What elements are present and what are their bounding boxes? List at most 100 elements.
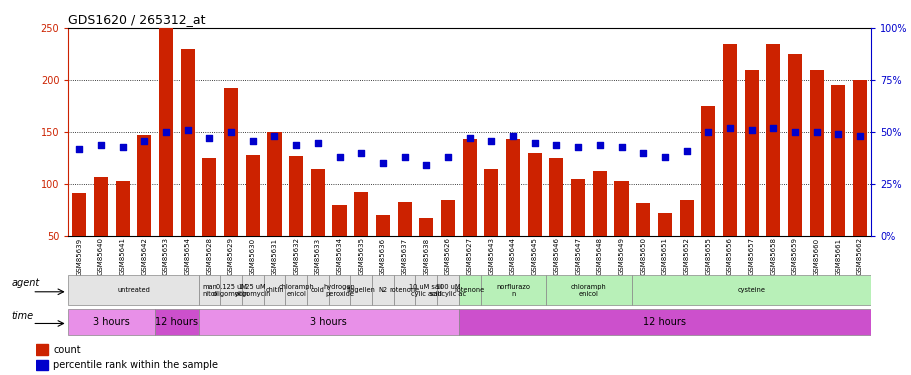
Text: GSM85641: GSM85641	[119, 237, 126, 275]
Point	[548, 142, 563, 148]
Text: rotenone: rotenone	[454, 287, 485, 293]
Bar	[506, 140, 519, 288]
Point	[353, 150, 368, 156]
Text: GSM85635: GSM85635	[358, 237, 363, 275]
Bar	[480, 276, 545, 305]
Bar	[267, 132, 281, 288]
Text: GSM85656: GSM85656	[726, 237, 732, 275]
Text: chloramph
enicol: chloramph enicol	[278, 284, 313, 297]
Bar	[436, 276, 458, 305]
Point	[375, 160, 390, 166]
Point	[440, 154, 455, 160]
Bar	[311, 169, 324, 288]
Bar	[224, 88, 238, 288]
Point	[418, 162, 433, 168]
Bar	[397, 202, 411, 288]
Text: GDS1620 / 265312_at: GDS1620 / 265312_at	[68, 13, 206, 26]
Bar	[701, 106, 714, 288]
Text: 100 uM
salicylic ac: 100 uM salicylic ac	[429, 284, 466, 297]
Bar	[743, 70, 758, 288]
Point	[852, 134, 866, 140]
Point	[397, 154, 412, 160]
Bar	[372, 276, 394, 305]
Text: 0.125 uM
oligomycin: 0.125 uM oligomycin	[212, 284, 249, 297]
Point	[527, 140, 541, 146]
Point	[722, 125, 736, 131]
Bar	[722, 44, 736, 288]
Bar	[375, 215, 390, 288]
Text: GSM85651: GSM85651	[661, 237, 667, 275]
Point	[267, 134, 281, 140]
Point	[462, 135, 476, 141]
Text: count: count	[53, 345, 80, 354]
Text: GSM85662: GSM85662	[856, 237, 862, 275]
Text: GSM85632: GSM85632	[292, 237, 299, 275]
Bar	[545, 276, 631, 305]
Point	[830, 131, 844, 137]
Point	[289, 142, 303, 148]
Point	[311, 140, 325, 146]
Bar	[138, 135, 151, 288]
Bar	[241, 276, 263, 305]
Point	[592, 142, 607, 148]
Text: GSM85644: GSM85644	[509, 237, 516, 275]
Text: 1.25 uM
oligomycin: 1.25 uM oligomycin	[234, 284, 271, 297]
Point	[635, 150, 650, 156]
Text: GSM85629: GSM85629	[228, 237, 234, 275]
Bar	[350, 276, 372, 305]
Point	[137, 138, 151, 144]
Bar	[394, 276, 415, 305]
Text: GSM85650: GSM85650	[640, 237, 646, 275]
Bar	[484, 169, 498, 288]
Text: GSM85648: GSM85648	[596, 237, 602, 275]
Bar	[527, 153, 541, 288]
Text: rotenone: rotenone	[389, 287, 419, 293]
Text: man
nitol: man nitol	[201, 284, 217, 297]
Bar	[548, 158, 563, 288]
Text: GSM85655: GSM85655	[704, 237, 711, 275]
Bar	[631, 276, 870, 305]
Point	[787, 129, 802, 135]
Point	[679, 148, 693, 154]
Bar	[765, 44, 780, 288]
Bar	[419, 217, 433, 288]
Point	[809, 129, 824, 135]
Text: GSM85637: GSM85637	[401, 237, 407, 276]
Bar	[199, 276, 220, 305]
Bar	[328, 276, 350, 305]
Bar	[614, 181, 628, 288]
Bar	[199, 309, 458, 335]
Text: GSM85627: GSM85627	[466, 237, 472, 275]
Text: chitin: chitin	[265, 287, 283, 293]
Bar	[72, 192, 87, 288]
Point	[115, 144, 129, 150]
Bar	[36, 360, 47, 370]
Bar	[831, 86, 844, 288]
Bar	[202, 158, 216, 288]
Bar	[458, 309, 870, 335]
Bar	[285, 276, 307, 305]
Point	[765, 125, 780, 131]
Text: hydrogen
peroxide: hydrogen peroxide	[323, 284, 355, 297]
Text: 12 hours: 12 hours	[642, 317, 686, 327]
Bar	[333, 205, 346, 288]
Bar	[263, 276, 285, 305]
Text: GSM85661: GSM85661	[834, 237, 841, 276]
Point	[159, 129, 173, 135]
Point	[245, 138, 260, 144]
Text: GSM85645: GSM85645	[531, 237, 537, 275]
Point	[743, 127, 758, 133]
Text: GSM85638: GSM85638	[423, 237, 429, 276]
Bar	[353, 192, 368, 288]
Bar	[657, 213, 671, 288]
Bar	[440, 200, 455, 288]
Bar	[155, 309, 199, 335]
Text: GSM85653: GSM85653	[163, 237, 169, 275]
Text: cold: cold	[311, 287, 324, 293]
Text: GSM85659: GSM85659	[791, 237, 797, 275]
Text: GSM85649: GSM85649	[618, 237, 624, 275]
Bar	[636, 203, 650, 288]
Point	[202, 135, 217, 141]
Point	[94, 142, 108, 148]
Bar	[220, 276, 241, 305]
